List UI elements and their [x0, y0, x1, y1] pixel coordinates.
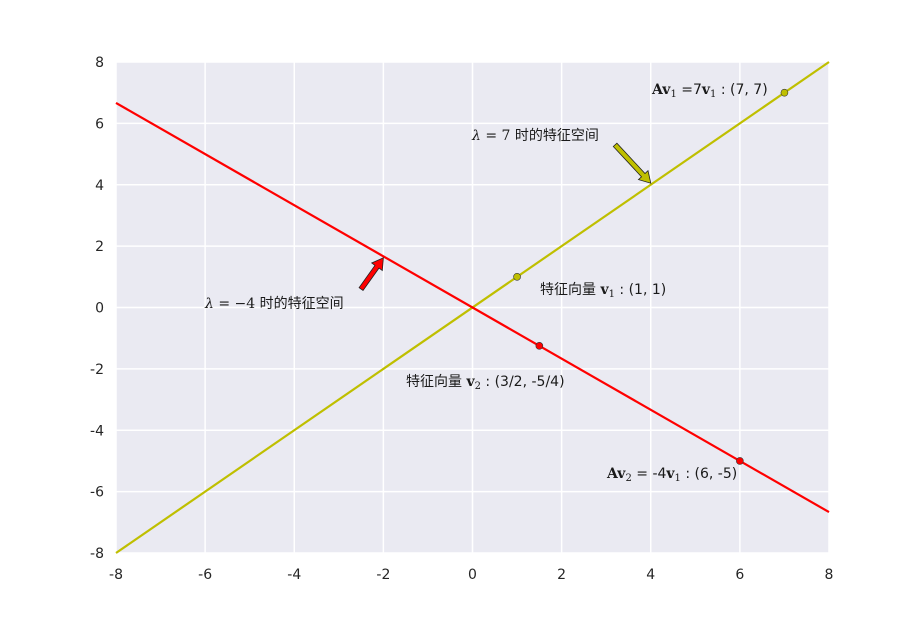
eigenvector-v1-suffix: : (1, 1)	[615, 282, 666, 298]
av1-suffix: : (7, 7)	[716, 82, 767, 98]
av1-subscript: 1	[670, 89, 676, 100]
y-tick-label: 0	[95, 301, 104, 317]
av2-symbol-2: v	[665, 466, 675, 482]
av2-suffix: : (6, -5)	[681, 466, 737, 482]
x-tick-label: -2	[376, 567, 390, 583]
av2-symbol: Av	[606, 466, 626, 482]
eigenvector-v1-subscript: 1	[609, 289, 615, 300]
av1-subscript-2: 1	[710, 89, 716, 100]
av1-mid: =7	[677, 82, 702, 98]
av1-symbol: Av	[651, 82, 671, 98]
x-tick-label: -8	[109, 567, 123, 583]
tick-layer: -8 -6 -4 -2 0 2 4 6 8 -8 -6 -4 -2 0 2 4 6 8	[90, 55, 833, 583]
annotation-av1: Av1 =7v1 : (7, 7)	[651, 82, 768, 100]
annotation-arrow	[612, 142, 652, 184]
annotation-eigenspace-neg4: λ = −4 时的特征空间	[204, 296, 344, 312]
x-tick-label: 4	[646, 567, 655, 583]
eigenvector-v2-suffix: : (3/2, -5/4)	[481, 374, 565, 390]
arrow-layer	[358, 142, 652, 292]
annotation-arrow	[358, 257, 384, 292]
x-tick-label: 0	[468, 567, 477, 583]
data-point	[535, 342, 544, 350]
av2-subscript: 2	[625, 473, 631, 484]
eigenvector-v2-prefix: 特征向量	[406, 374, 466, 390]
data-point	[513, 273, 521, 281]
eigenvector-v1-prefix: 特征向量	[540, 282, 600, 298]
y-tick-label: 6	[95, 116, 104, 132]
y-tick-label: 4	[95, 178, 104, 194]
eigenspace-7-eq: = 7	[481, 128, 511, 144]
y-tick-label: -8	[90, 546, 104, 562]
line-layer	[115, 61, 830, 554]
eigenvector-v2-subscript: 2	[475, 381, 481, 392]
y-tick-label: 2	[95, 239, 104, 255]
data-point	[780, 88, 789, 97]
x-tick-label: -4	[287, 567, 301, 583]
x-tick-label: 2	[557, 567, 566, 583]
data-point	[736, 457, 744, 465]
av2-mid: = -4	[632, 466, 667, 482]
av2-subscript-2: 1	[675, 473, 681, 484]
annotation-eigenvector-v2: 特征向量 v2 : (3/2, -5/4)	[406, 374, 565, 392]
eigenspace-neg4-text: 时的特征空间	[255, 296, 343, 312]
x-tick-label: 6	[735, 567, 744, 583]
y-tick-label: -2	[90, 362, 104, 378]
annotation-eigenspace-7: λ = 7 时的特征空间	[471, 128, 599, 144]
eigenspace-7-lambda: λ	[471, 128, 481, 144]
eigenvector-v1-symbol: v	[599, 282, 609, 298]
x-tick-label: 8	[825, 567, 834, 583]
eigenvector-v2-symbol: v	[465, 374, 475, 390]
y-tick-label: -6	[90, 485, 104, 501]
eigenspace-neg4-eq: = −4	[214, 296, 255, 312]
eigenspace-neg4-lambda: λ	[204, 296, 214, 312]
x-tick-label: -6	[198, 567, 212, 583]
annotation-eigenvector-v1: 特征向量 v1 : (1, 1)	[540, 282, 666, 300]
y-tick-label: -4	[90, 423, 104, 439]
y-tick-label: 8	[95, 55, 104, 71]
series-line-2	[115, 101, 830, 514]
point-layer	[513, 88, 789, 465]
av1-symbol-2: v	[701, 82, 711, 98]
eigenspace-7-text: 时的特征空间	[510, 128, 598, 144]
annotation-av2: Av2 = -4v1 : (6, -5)	[606, 466, 737, 484]
